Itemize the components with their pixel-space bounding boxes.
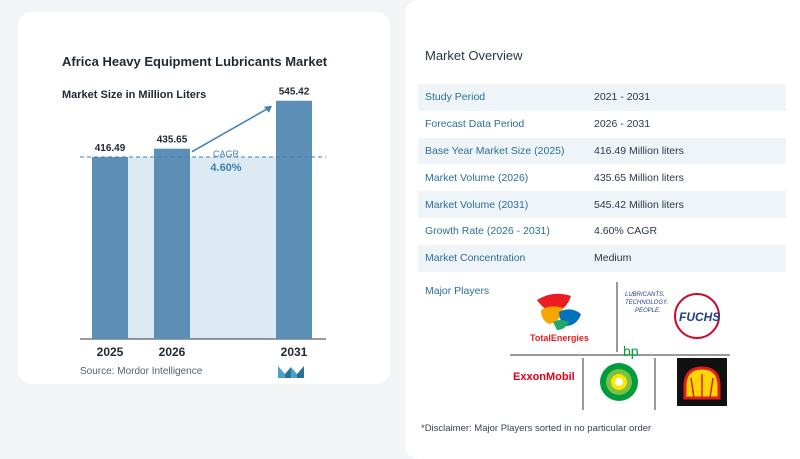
shell-logo: [677, 358, 727, 406]
category-label: 2026: [159, 345, 186, 359]
overview-table: Study Period 2021 - 2031 Forecast Data Per…: [418, 84, 786, 272]
svg-text:PEOPLE.: PEOPLE.: [635, 308, 661, 314]
cagr-arrow-head: [264, 105, 272, 113]
bar-value-label: 435.65: [157, 135, 188, 146]
overview-row-value: 545.42 Million liters: [594, 198, 684, 211]
category-label: 2025: [97, 345, 124, 359]
major-players-logos: TotalEnergies LUBRICANTS. TECHNOLOGY. PE…: [510, 282, 730, 410]
overview-row-value: 416.49 Million liters: [594, 144, 684, 157]
overview-row: Market Volume (2026) 435.65 Million liter…: [418, 164, 786, 191]
svg-text:LUBRICANTS.: LUBRICANTS.: [625, 292, 665, 298]
overview-row-label: Market Concentration: [425, 252, 526, 265]
bar: [276, 100, 312, 339]
bp-logo: bp: [600, 343, 639, 401]
overview-row-label: Growth Rate (2026 - 2031): [425, 225, 550, 238]
chart-title: Africa Heavy Equipment Lubricants Market: [62, 54, 328, 69]
overview-row-value: 435.65 Million liters: [594, 171, 684, 184]
overview-row-label: Forecast Data Period: [425, 118, 525, 131]
overview-row: Growth Rate (2026 - 2031) 4.60% CAGR: [418, 218, 786, 245]
overview-row-value: 4.60% CAGR: [594, 225, 658, 238]
bar-chart: 416.49 2025 435.65 2026 545.42 2031 CAGR 4.60%: [80, 87, 326, 359]
overview-row-label: Market Volume (2031): [425, 198, 529, 211]
cagr-value: 4.60%: [210, 162, 241, 174]
major-players-label: Major Players: [425, 285, 490, 297]
svg-text:bp: bp: [623, 343, 639, 359]
bar: [154, 148, 190, 339]
overview-row: Market Volume (2031) 545.42 Million liter…: [418, 191, 786, 218]
overview-row-label: Market Volume (2026): [425, 171, 529, 184]
totalenergies-name: TotalEnergies: [530, 333, 589, 343]
overview-row-label: Study Period: [425, 91, 486, 104]
fuchs-logo: LUBRICANTS. TECHNOLOGY. PEOPLE. FUCHS: [625, 292, 720, 339]
overview-row-value: Medium: [594, 252, 632, 265]
overview-row: Base Year Market Size (2025) 416.49 Milli…: [418, 137, 786, 165]
disclaimer: *Disclaimer: Major Players sorted in no …: [421, 423, 652, 434]
overview-row: Forecast Data Period 2026 - 2031: [418, 111, 786, 138]
forecast-area: [128, 157, 276, 339]
bar-value-label: 416.49: [95, 143, 126, 154]
overview-row-label: Base Year Market Size (2025): [425, 144, 565, 157]
bar-value-label: 545.42: [279, 87, 310, 98]
overview-row: Market Concentration Medium: [418, 244, 786, 272]
category-label: 2031: [281, 345, 308, 359]
svg-text:ExxonMobil: ExxonMobil: [513, 371, 575, 383]
overview-row: Study Period 2021 - 2031: [418, 84, 786, 111]
mordor-intelligence-logo: [278, 366, 304, 378]
overview-row-value: 2026 - 2031: [594, 118, 651, 131]
svg-text:FUCHS: FUCHS: [679, 310, 720, 324]
totalenergies-logo: TotalEnergies: [530, 293, 589, 343]
bar: [92, 157, 128, 339]
chart-subtitle: Market Size in Million Liters: [62, 89, 207, 101]
svg-text:TECHNOLOGY.: TECHNOLOGY.: [625, 300, 668, 306]
overview-row-value: 2021 - 2031: [594, 91, 651, 104]
overview-title: Market Overview: [425, 48, 523, 63]
cagr-label: CAGR: [213, 149, 240, 159]
cagr-arrow: [191, 106, 272, 153]
exxonmobil-logo: ExxonMobil: [513, 371, 575, 383]
source-note: Source: Mordor Intelligence: [80, 366, 203, 377]
